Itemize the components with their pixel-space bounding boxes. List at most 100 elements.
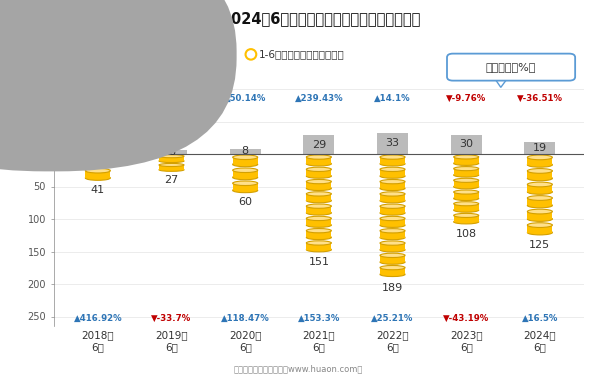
Ellipse shape: [454, 178, 479, 182]
Ellipse shape: [306, 248, 331, 252]
Text: 189: 189: [382, 284, 403, 293]
Bar: [306, 218, 331, 225]
Ellipse shape: [159, 168, 184, 171]
Ellipse shape: [306, 228, 331, 233]
Ellipse shape: [454, 161, 479, 165]
Ellipse shape: [527, 217, 552, 221]
Ellipse shape: [527, 230, 552, 235]
Ellipse shape: [159, 159, 184, 162]
Text: ▼-33.7%: ▼-33.7%: [151, 314, 192, 323]
Ellipse shape: [85, 168, 110, 173]
Bar: [380, 194, 405, 201]
Ellipse shape: [85, 155, 110, 160]
Bar: [229, 149, 260, 154]
Ellipse shape: [380, 272, 405, 276]
Text: 108: 108: [455, 229, 477, 239]
Ellipse shape: [527, 155, 552, 160]
Ellipse shape: [306, 235, 331, 240]
Ellipse shape: [306, 204, 331, 208]
Text: 29: 29: [312, 140, 326, 150]
Ellipse shape: [527, 223, 552, 228]
Ellipse shape: [380, 216, 405, 220]
Bar: [306, 170, 331, 176]
Ellipse shape: [380, 248, 405, 252]
Ellipse shape: [306, 211, 331, 215]
Bar: [232, 157, 257, 164]
Ellipse shape: [380, 266, 405, 270]
Text: ▲153.3%: ▲153.3%: [297, 314, 340, 323]
Ellipse shape: [527, 203, 552, 208]
Text: ▲255.09%: ▲255.09%: [74, 94, 122, 103]
Ellipse shape: [454, 190, 479, 194]
Text: 27: 27: [164, 175, 179, 185]
Bar: [380, 157, 405, 164]
Ellipse shape: [380, 186, 405, 190]
Ellipse shape: [380, 236, 405, 240]
Ellipse shape: [380, 167, 405, 171]
Bar: [454, 180, 479, 187]
Ellipse shape: [380, 174, 405, 178]
Bar: [454, 169, 479, 175]
Ellipse shape: [380, 241, 405, 245]
Ellipse shape: [306, 223, 331, 227]
Bar: [454, 215, 479, 222]
Bar: [306, 157, 331, 164]
Text: 60: 60: [238, 197, 252, 207]
Ellipse shape: [380, 198, 405, 203]
Bar: [82, 149, 113, 154]
Ellipse shape: [306, 162, 331, 166]
Bar: [527, 198, 552, 206]
Bar: [380, 170, 405, 176]
Ellipse shape: [527, 168, 552, 173]
Bar: [527, 171, 552, 178]
Text: 125: 125: [529, 240, 551, 250]
Ellipse shape: [380, 223, 405, 227]
Ellipse shape: [232, 175, 257, 180]
Ellipse shape: [454, 196, 479, 201]
Text: ▼-9.76%: ▼-9.76%: [446, 94, 486, 103]
Bar: [451, 135, 482, 154]
Bar: [232, 183, 257, 190]
Text: 制图：华经产业研究院（www.huaon.com）: 制图：华经产业研究院（www.huaon.com）: [233, 364, 363, 373]
Ellipse shape: [454, 173, 479, 177]
Text: ▲50.14%: ▲50.14%: [224, 94, 266, 103]
Ellipse shape: [380, 211, 405, 215]
Text: ▲16.5%: ▲16.5%: [522, 314, 558, 323]
Ellipse shape: [454, 185, 479, 189]
Text: ▲25.21%: ▲25.21%: [371, 314, 414, 323]
Bar: [454, 192, 479, 198]
Ellipse shape: [527, 189, 552, 194]
Ellipse shape: [306, 198, 331, 203]
Text: ▼-36.51%: ▼-36.51%: [517, 94, 563, 103]
Text: 1-6月期权成交金额（亿元）: 1-6月期权成交金额（亿元）: [259, 50, 345, 59]
Text: ▼-33.08%: ▼-33.08%: [148, 94, 194, 103]
Bar: [380, 182, 405, 188]
Bar: [380, 243, 405, 250]
Ellipse shape: [454, 220, 479, 224]
Ellipse shape: [380, 192, 405, 196]
Bar: [524, 142, 555, 154]
Ellipse shape: [527, 196, 552, 200]
Ellipse shape: [454, 155, 479, 159]
Text: 8: 8: [94, 146, 101, 156]
Bar: [380, 231, 405, 237]
Text: 33: 33: [386, 138, 399, 148]
Bar: [159, 165, 184, 170]
Text: ▲416.92%: ▲416.92%: [73, 314, 122, 323]
Text: 6: 6: [168, 147, 175, 157]
Ellipse shape: [454, 166, 479, 171]
Ellipse shape: [306, 216, 331, 220]
Ellipse shape: [380, 229, 405, 233]
Ellipse shape: [159, 164, 184, 166]
Text: ▲239.43%: ▲239.43%: [294, 94, 343, 103]
Ellipse shape: [232, 168, 257, 172]
Text: ▼-43.19%: ▼-43.19%: [443, 314, 489, 323]
Ellipse shape: [380, 253, 405, 258]
Bar: [85, 158, 110, 165]
Text: 151: 151: [308, 257, 330, 267]
Bar: [232, 170, 257, 177]
Bar: [306, 243, 331, 250]
Ellipse shape: [527, 176, 552, 181]
Bar: [306, 231, 331, 237]
Ellipse shape: [232, 155, 257, 159]
